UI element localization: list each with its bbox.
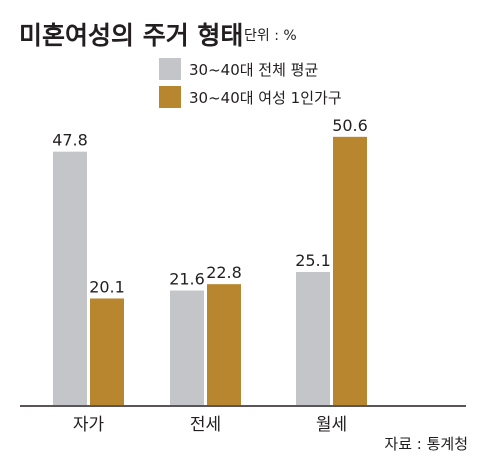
value-label-전세-series-0: 21.6 (169, 270, 205, 289)
bar-자가-series-0 (53, 151, 87, 405)
category-label-자가: 자가 (73, 415, 105, 435)
value-labels: 47.8 20.1 21.6 22.8 25.1 50.6 (52, 116, 368, 297)
bar-전세-series-0 (170, 290, 204, 405)
bar-전세-series-1 (207, 284, 241, 405)
value-label-자가-series-1: 20.1 (89, 277, 125, 296)
legend-label-1: 30~40대 여성 1인가구 (189, 89, 342, 107)
bars (53, 136, 367, 405)
value-label-전세-series-1: 22.8 (206, 263, 242, 282)
bar-월세-series-1 (333, 136, 367, 405)
category-label-전세: 전세 (190, 415, 221, 435)
value-label-월세-series-1: 50.6 (332, 116, 368, 135)
bar-월세-series-0 (296, 271, 330, 405)
value-label-자가-series-0: 47.8 (52, 131, 88, 150)
chart-title: 미혼여성의 주거 형태 (19, 21, 243, 50)
value-label-월세-series-0: 25.1 (295, 251, 331, 270)
source-note: 자료 : 통계청 (384, 435, 468, 453)
bar-자가-series-1 (90, 298, 124, 405)
legend-swatch-1 (159, 86, 181, 108)
legend-label-0: 30~40대 전체 평균 (189, 61, 318, 79)
legend: 30~40대 전체 평균 30~40대 여성 1인가구 (159, 58, 342, 108)
category-label-월세: 월세 (316, 415, 347, 435)
legend-swatch-0 (159, 58, 181, 80)
chart-unit: 단위 : % (244, 28, 297, 44)
category-labels: 자가 전세 월세 (73, 415, 347, 435)
